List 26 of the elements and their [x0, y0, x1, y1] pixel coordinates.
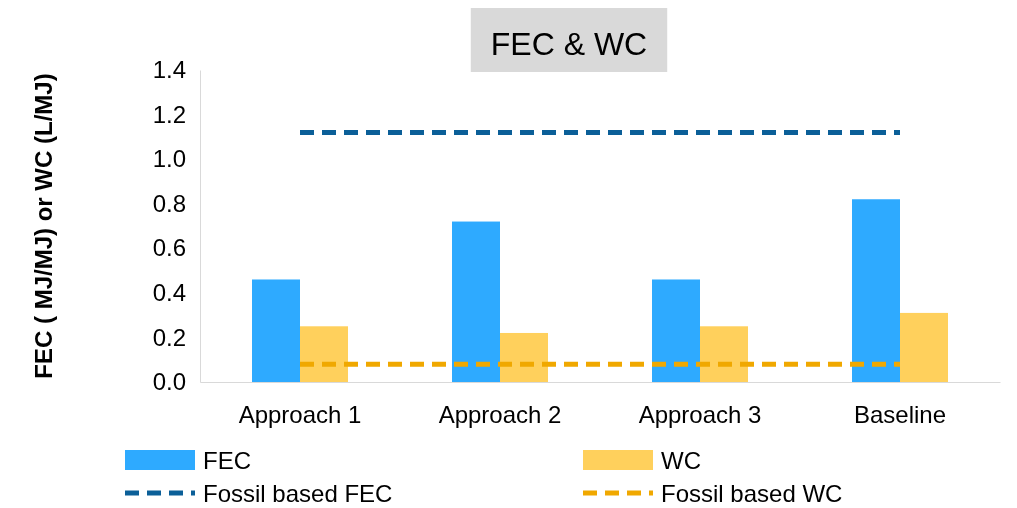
- bar: [900, 312, 948, 382]
- bar: [852, 199, 900, 382]
- x-tick-label: Approach 2: [438, 401, 562, 429]
- legend-label: Fossil based FEC: [203, 480, 393, 507]
- y-axis-title: FEC ( MJ/MJ) or WC (L/MJ): [30, 73, 57, 379]
- y-tick-label: 0.0: [152, 368, 186, 396]
- y-tick-label: 1.0: [152, 145, 186, 173]
- bar: [652, 279, 700, 382]
- y-tick-label: 0.6: [152, 234, 186, 262]
- bar: [700, 326, 748, 382]
- y-tick-label: 1.2: [152, 100, 186, 128]
- x-tick-label: Approach 1: [238, 401, 362, 429]
- bar: [300, 326, 348, 382]
- legend-label: WC: [661, 447, 701, 474]
- y-tick-label: 1.4: [152, 56, 186, 84]
- chart-title: FEC & WC: [490, 26, 648, 62]
- x-tick-label: Approach 3: [638, 401, 762, 429]
- y-tick-label: 0.8: [152, 189, 186, 217]
- legend-label: FEC: [203, 447, 251, 474]
- legend-label: Fossil based WC: [661, 480, 843, 507]
- y-tick-label: 0.2: [152, 323, 186, 351]
- bar: [452, 221, 500, 382]
- bar: [252, 279, 300, 382]
- bar: [500, 332, 548, 382]
- y-tick-label: 0.4: [152, 279, 186, 307]
- x-tick-label: Baseline: [853, 401, 947, 429]
